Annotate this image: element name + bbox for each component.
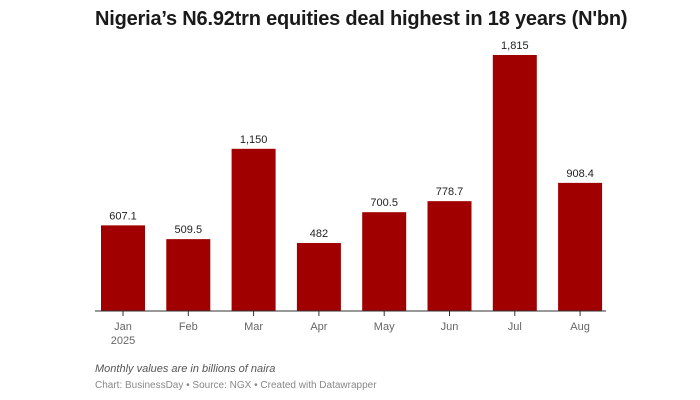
bar (231, 148, 276, 311)
data-label: 509.5 (175, 224, 203, 236)
x-tick-label: Jan (114, 321, 132, 333)
chart-note: Monthly values are in billions of naira (95, 363, 276, 375)
x-tick-label: Jun (441, 321, 459, 333)
x-tick-label: Jul (508, 321, 522, 333)
bar (558, 182, 603, 311)
x-tick-label: Aug (570, 321, 590, 333)
x-tick-label: May (374, 321, 395, 333)
chart-title: Nigeria’s N6.92trn equities deal highest… (95, 8, 628, 30)
bar (296, 243, 341, 311)
data-label: 700.5 (370, 197, 398, 209)
bar (101, 225, 145, 311)
x-tick-label: Mar (244, 321, 263, 333)
data-label: 1,150 (240, 134, 268, 146)
bar (427, 201, 472, 311)
x-tick-label: Feb (179, 321, 198, 333)
data-label: 607.1 (109, 210, 137, 222)
x-tick-label: Apr (310, 321, 327, 333)
data-label: 1,815 (501, 40, 529, 52)
bar (362, 212, 407, 311)
x-tick-sublabel: 2025 (111, 335, 135, 347)
data-label: 482 (310, 228, 328, 240)
data-label: 908.4 (566, 168, 594, 180)
bar (166, 239, 211, 311)
data-label: 778.7 (436, 186, 464, 198)
chart-source: Chart: BusinessDay • Source: NGX • Creat… (95, 380, 377, 391)
bar (492, 55, 537, 311)
